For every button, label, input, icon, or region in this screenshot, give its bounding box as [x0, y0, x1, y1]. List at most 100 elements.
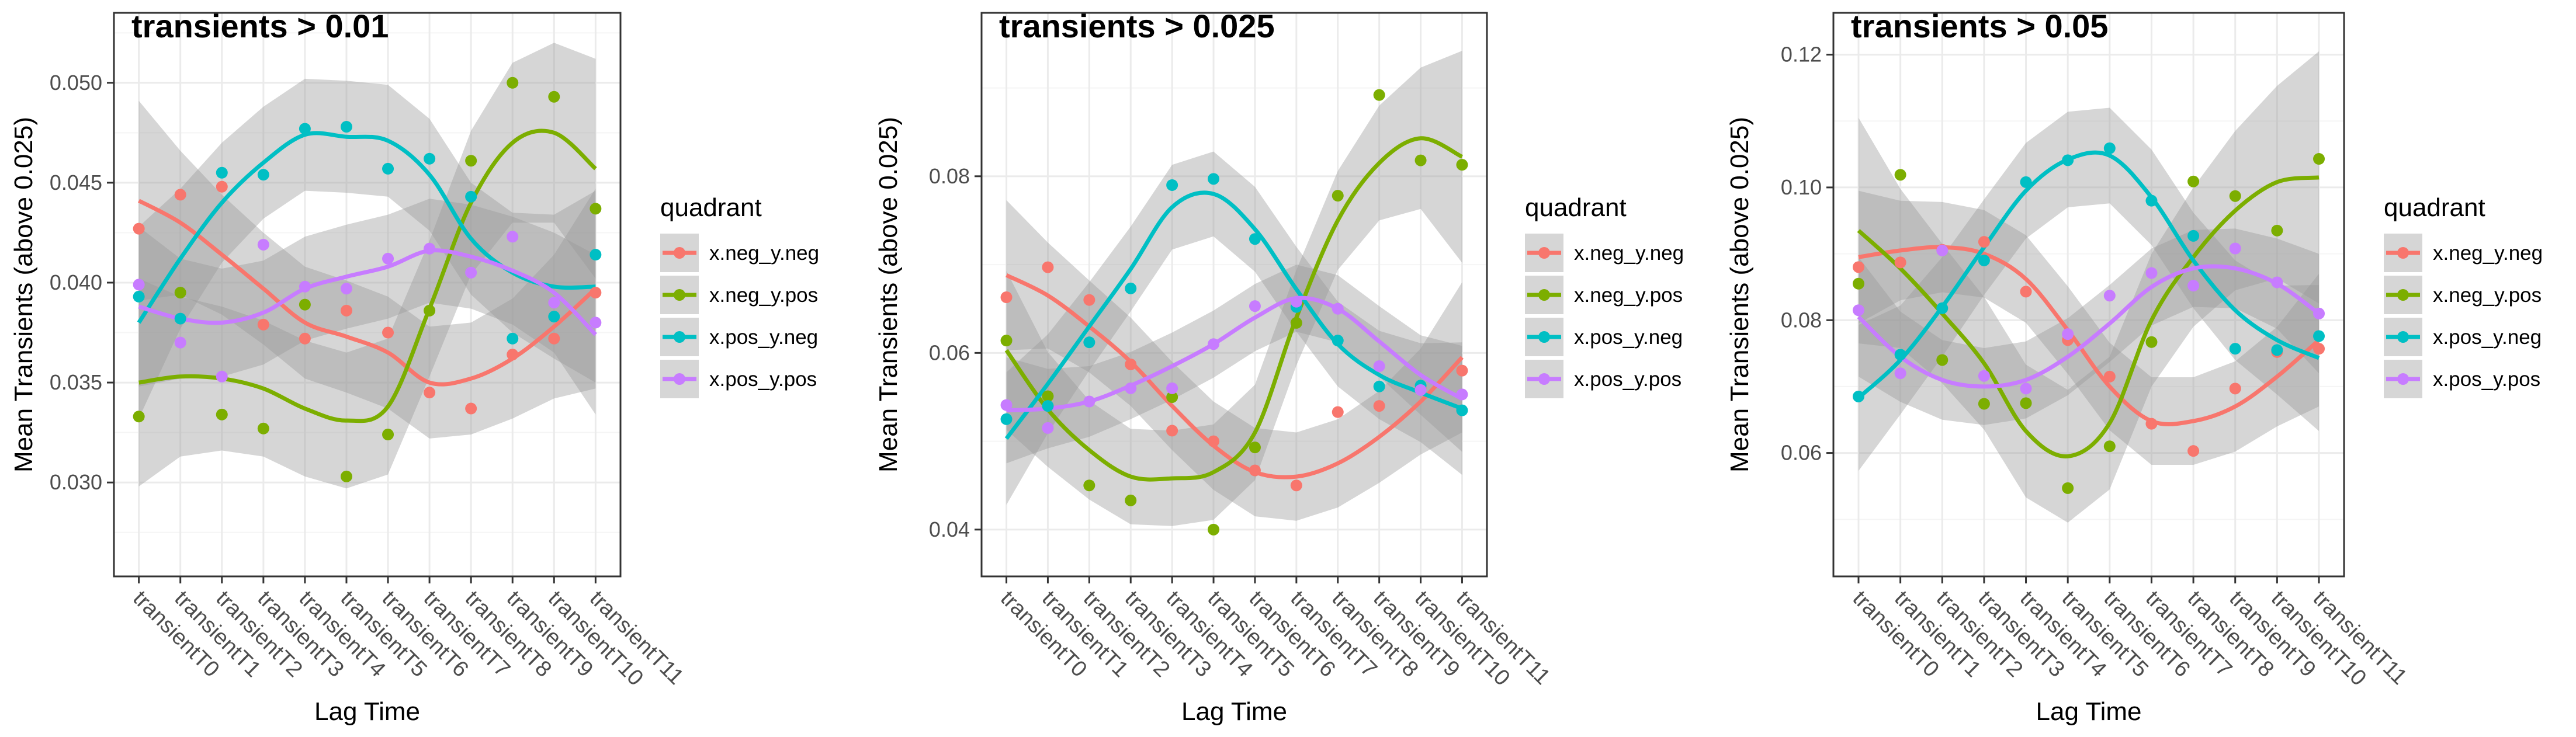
data-point-x.neg_y.pos: [340, 470, 352, 482]
legend-key-point: [1538, 331, 1550, 343]
y-tick-label: 0.10: [1781, 175, 1822, 199]
data-point-x.neg_y.pos: [257, 422, 269, 434]
panel-background: [1833, 13, 2344, 576]
y-axis-title: Mean Transients (above 0.025): [874, 117, 903, 472]
plot-area: [133, 43, 602, 489]
legend-key-point: [2397, 373, 2409, 385]
legend-title: quadrant: [1525, 193, 1627, 222]
data-point-x.pos_y.pos: [548, 297, 560, 309]
data-point-x.neg_y.pos: [1083, 479, 1095, 492]
data-point-x.neg_y.pos: [1332, 190, 1344, 202]
data-point-x.pos_y.neg: [1125, 282, 1137, 294]
data-point-x.pos_y.neg: [1000, 413, 1013, 425]
data-point-x.pos_y.pos: [2145, 267, 2158, 279]
data-point-x.neg_y.pos: [1042, 390, 1054, 402]
data-point-x.pos_y.neg: [133, 290, 145, 303]
confidence-band-x.pos_y.pos: [1859, 228, 2319, 425]
data-point-x.pos_y.neg: [299, 123, 311, 135]
data-point-x.neg_y.pos: [2145, 336, 2158, 348]
confidence-band-x.neg_y.neg: [1006, 200, 1462, 521]
data-point-x.neg_y.pos: [2229, 190, 2241, 202]
legend-label: x.neg_y.pos: [2433, 284, 2542, 307]
data-point-x.pos_y.pos: [2229, 242, 2241, 255]
data-point-x.pos_y.pos: [1373, 360, 1385, 373]
legend-key-point: [2397, 247, 2409, 259]
y-tick-label: 0.06: [1781, 441, 1822, 465]
trend-line-x.neg_y.neg: [138, 199, 597, 387]
data-point-x.pos_y.pos: [1249, 300, 1261, 312]
data-point-x.pos_y.neg: [2271, 344, 2283, 356]
data-point-x.pos_y.neg: [1249, 233, 1261, 245]
data-point-x.pos_y.pos: [1332, 303, 1344, 315]
data-point-x.pos_y.neg: [2062, 154, 2074, 166]
data-point-x.pos_y.pos: [299, 280, 311, 293]
legend-label: x.pos_y.pos: [709, 368, 817, 391]
data-point-x.pos_y.pos: [1414, 384, 1427, 396]
panel-border: [113, 12, 622, 578]
data-point-x.pos_y.neg: [1936, 302, 1949, 314]
chart-panel-2: transients > 0.0250.040.060.08transientT…: [874, 8, 1684, 726]
data-point-x.neg_y.pos: [1249, 441, 1261, 454]
confidence-band-x.neg_y.pos: [1859, 51, 2319, 523]
data-point-x.pos_y.pos: [2020, 383, 2032, 395]
y-tick-label: 0.08: [929, 164, 970, 188]
data-point-x.pos_y.pos: [1125, 382, 1137, 394]
data-point-x.pos_y.pos: [1208, 338, 1220, 350]
legend-label: x.neg_y.pos: [709, 284, 818, 307]
data-point-x.neg_y.neg: [1042, 261, 1054, 273]
data-point-x.neg_y.pos: [1166, 391, 1178, 403]
data-point-x.pos_y.pos: [2313, 307, 2325, 319]
data-point-x.neg_y.pos: [1978, 398, 1990, 410]
legend-key-point: [1538, 373, 1550, 385]
data-point-x.neg_y.pos: [299, 298, 311, 311]
data-point-x.pos_y.neg: [1373, 380, 1385, 392]
y-axis-title: Mean Transients (above 0.025): [9, 117, 38, 472]
legend-title: quadrant: [2384, 193, 2485, 222]
data-point-x.neg_y.neg: [1166, 425, 1178, 437]
data-point-x.neg_y.pos: [590, 203, 602, 215]
data-point-x.pos_y.neg: [1166, 179, 1178, 191]
data-point-x.pos_y.pos: [216, 370, 228, 383]
data-point-x.neg_y.neg: [465, 402, 477, 415]
y-tick-label: 0.030: [50, 470, 102, 494]
data-point-x.neg_y.neg: [1373, 400, 1385, 412]
legend-label: x.pos_y.neg: [709, 326, 818, 349]
trend-line-x.pos_y.pos: [1857, 264, 2321, 389]
data-point-x.neg_y.pos: [2271, 224, 2283, 237]
data-point-x.pos_y.pos: [1894, 367, 1906, 380]
data-point-x.neg_y.neg: [2145, 418, 2158, 430]
panel-title: transients > 0.05: [1851, 8, 2108, 44]
data-point-x.pos_y.pos: [382, 252, 394, 265]
confidence-band-x.pos_y.pos: [138, 199, 596, 415]
data-point-x.neg_y.neg: [1456, 364, 1468, 377]
y-tick-label: 0.08: [1781, 308, 1822, 332]
data-point-x.neg_y.neg: [1978, 236, 1990, 248]
data-point-x.neg_y.pos: [1290, 317, 1302, 329]
plot-area: [1000, 51, 1468, 536]
data-point-x.neg_y.neg: [507, 349, 519, 361]
data-point-x.neg_y.pos: [1456, 159, 1468, 171]
data-point-x.neg_y.neg: [2020, 286, 2032, 298]
data-point-x.pos_y.pos: [133, 279, 145, 291]
data-point-x.pos_y.pos: [507, 231, 519, 243]
data-point-x.neg_y.neg: [2103, 370, 2116, 383]
data-point-x.neg_y.pos: [2020, 397, 2032, 409]
data-point-x.neg_y.pos: [2103, 440, 2116, 453]
panel-border: [1832, 12, 2345, 578]
data-point-x.neg_y.neg: [174, 189, 186, 201]
data-point-x.neg_y.neg: [590, 287, 602, 299]
data-point-x.pos_y.neg: [257, 169, 269, 181]
data-point-x.pos_y.neg: [548, 311, 560, 323]
y-tick-label: 0.050: [50, 71, 102, 95]
data-point-x.pos_y.neg: [340, 121, 352, 133]
data-point-x.neg_y.pos: [1000, 335, 1013, 347]
data-point-x.pos_y.pos: [2062, 328, 2074, 340]
data-point-x.pos_y.neg: [507, 332, 519, 345]
data-point-x.neg_y.neg: [1894, 256, 1906, 269]
data-point-x.pos_y.pos: [465, 266, 477, 279]
data-point-x.pos_y.neg: [1208, 173, 1220, 185]
data-point-x.neg_y.neg: [1852, 261, 1864, 273]
data-point-x.pos_y.neg: [2103, 142, 2116, 154]
legend: quadrant x.neg_y.neg x.neg_y.pos x.pos_y.ne…: [2384, 193, 2543, 398]
legend-label: x.pos_y.neg: [1574, 326, 1683, 349]
